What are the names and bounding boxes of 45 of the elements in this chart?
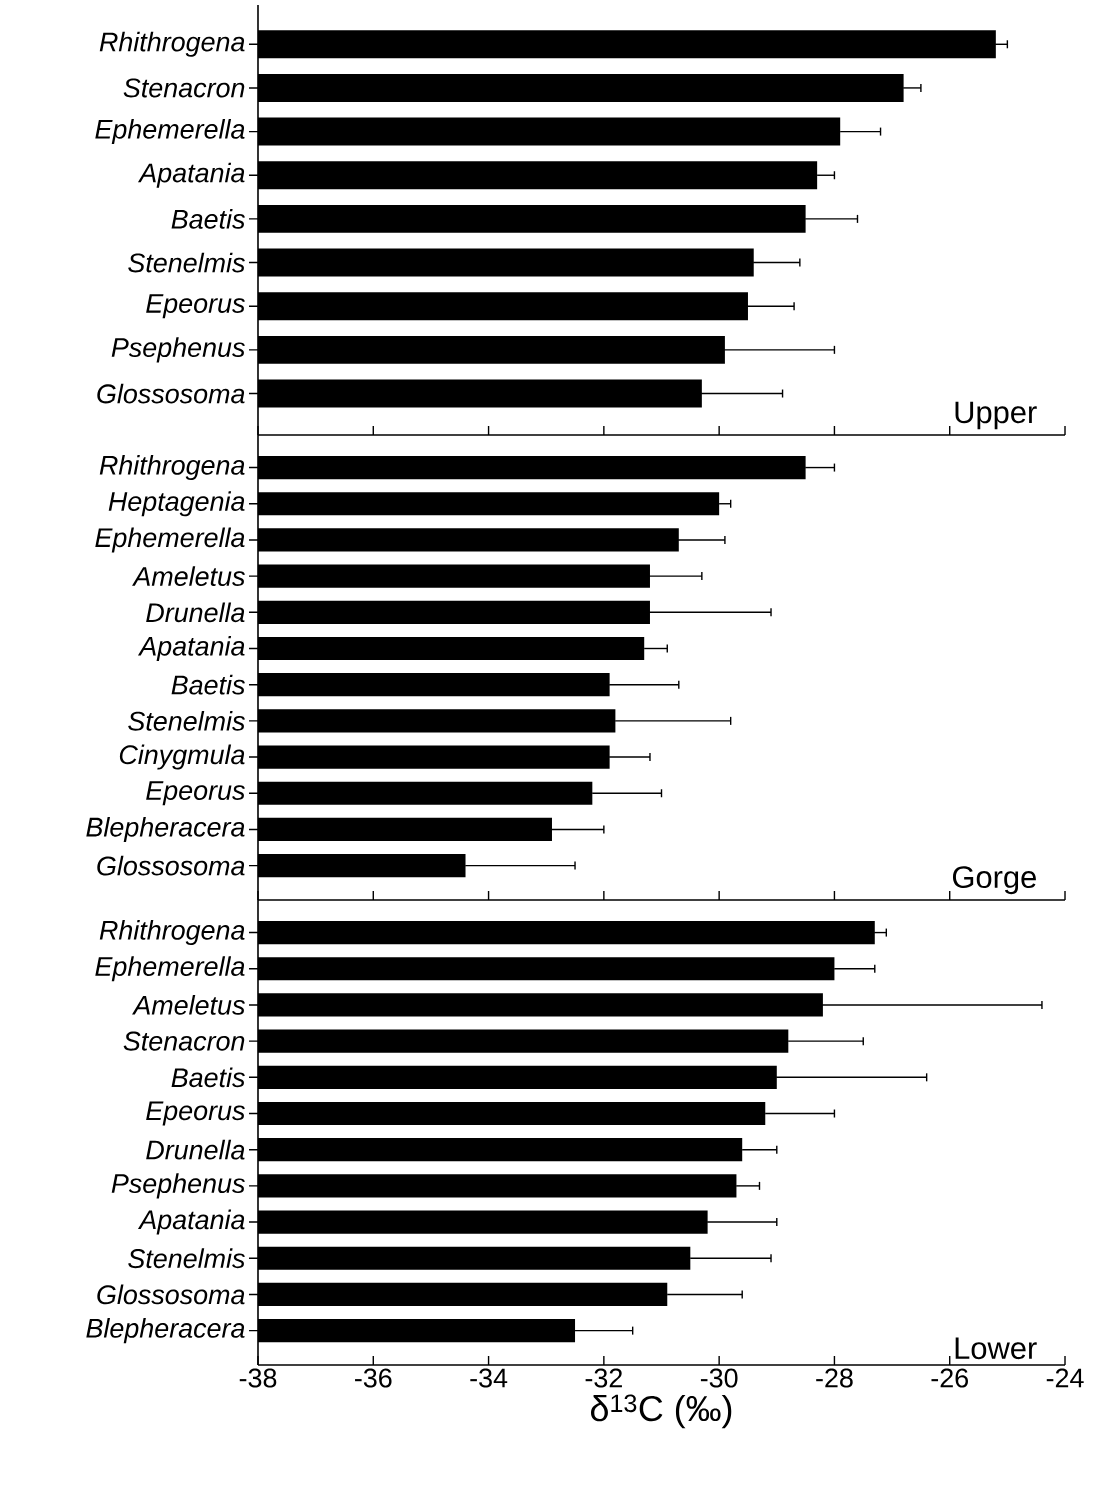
y-tick-label: Epeorus bbox=[146, 294, 245, 319]
x-tick-label: -26 bbox=[931, 1368, 968, 1388]
y-tick-label: Baetis bbox=[171, 674, 245, 695]
y-tick-label: Drunella bbox=[146, 1139, 245, 1160]
annotation: Lower bbox=[955, 1337, 1037, 1360]
y-tick-label: Rhithrogena bbox=[99, 31, 245, 57]
y-tick-label: Ephemerella bbox=[95, 119, 245, 145]
x-tick-label: -32 bbox=[585, 1368, 622, 1388]
y-tick-label: Cinygmula bbox=[119, 744, 245, 770]
y-tick-label: Drunella bbox=[146, 602, 245, 623]
y-tick-label: Stenelmis bbox=[128, 252, 245, 273]
y-tick-label: Glossosoma bbox=[97, 1284, 245, 1305]
y-tick-label: Epeorus bbox=[146, 1101, 245, 1126]
x-tick-label: -28 bbox=[816, 1368, 853, 1388]
y-tick-label: Heptagenia bbox=[108, 491, 245, 517]
annotation: Gorge bbox=[952, 866, 1036, 895]
y-tick-label: Epeorus bbox=[146, 781, 245, 806]
y-tick-label: Glossosoma bbox=[97, 383, 245, 404]
y-tick-label: Apatania bbox=[137, 162, 245, 188]
x-axis-title: δ$^{13}$C (‰) bbox=[591, 1394, 732, 1429]
y-tick-label: Psephenus bbox=[111, 1173, 245, 1199]
x-tick-label: -38 bbox=[239, 1368, 277, 1388]
y-tick-label: Psephenus bbox=[111, 337, 245, 363]
y-tick-label: Rhithrogena bbox=[99, 455, 245, 481]
y-tick-label: Ameletus bbox=[132, 995, 245, 1015]
y-tick-label: Baetis bbox=[171, 209, 245, 229]
annotation: Upper bbox=[955, 401, 1037, 430]
y-tick-label: Blepheracera bbox=[86, 1318, 245, 1344]
y-tick-label: Blepheracera bbox=[86, 816, 245, 842]
x-tick-label: -36 bbox=[355, 1368, 392, 1388]
y-tick-label: Baetis bbox=[171, 1067, 245, 1088]
y-tick-label: Stenelmis bbox=[128, 710, 245, 731]
y-tick-label: Ephemerella bbox=[95, 956, 245, 982]
x-tick-label: -30 bbox=[700, 1368, 738, 1388]
x-tick-label: -34 bbox=[470, 1368, 508, 1388]
x-tick-label: -24 bbox=[1046, 1368, 1084, 1388]
y-tick-label: Stenacron bbox=[123, 1031, 245, 1051]
y-tick-label: Apatania bbox=[137, 635, 245, 662]
y-tick-label: Glossosoma bbox=[97, 855, 245, 876]
y-tick-label: Stenelmis bbox=[128, 1248, 245, 1269]
y-tick-label: Rhithrogena bbox=[99, 920, 245, 946]
y-tick-label: Ameletus bbox=[132, 566, 245, 587]
y-tick-label: Apatania bbox=[137, 1209, 245, 1235]
y-tick-label: Stenacron bbox=[123, 78, 245, 98]
y-tick-label: Ephemerella bbox=[95, 527, 245, 553]
